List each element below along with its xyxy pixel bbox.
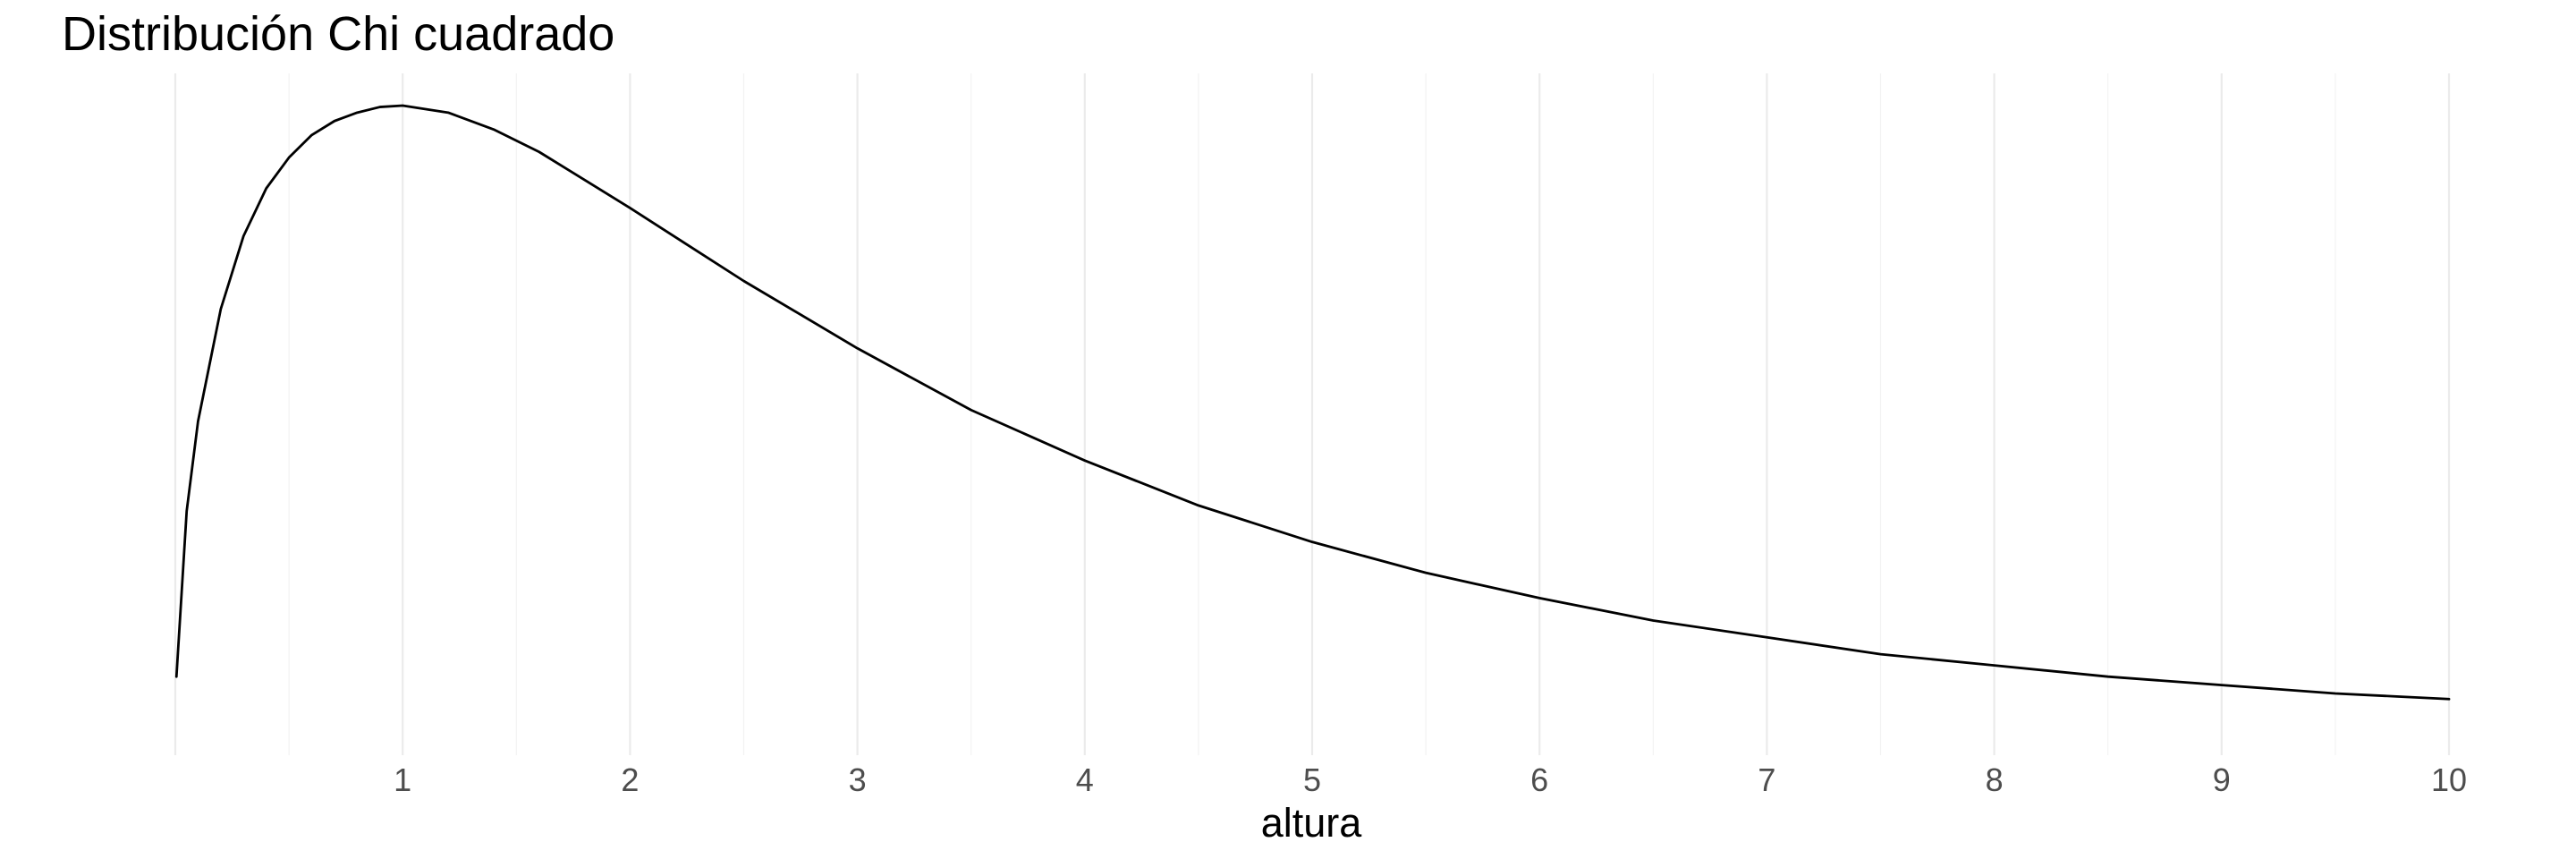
x-tick-label: 1 <box>394 761 411 798</box>
x-tick-label: 3 <box>849 761 867 798</box>
x-tick-label: 6 <box>1530 761 1548 798</box>
x-tick-label: 8 <box>1986 761 2004 798</box>
x-axis-ticks: 1 2 3 4 5 6 7 8 9 10 <box>394 761 2467 798</box>
x-tick-label: 10 <box>2431 761 2467 798</box>
x-tick-label: 9 <box>2213 761 2231 798</box>
density-line <box>174 104 2451 701</box>
x-tick-label: 5 <box>1303 761 1321 798</box>
x-tick-label: 2 <box>621 761 639 798</box>
chart-title: Distribución Chi cuadrado <box>62 7 614 61</box>
x-tick-label: 7 <box>1758 761 1775 798</box>
x-axis-label: altura <box>1261 800 1363 846</box>
x-tick-label: 4 <box>1076 761 1094 798</box>
grid-lines <box>174 73 2451 755</box>
